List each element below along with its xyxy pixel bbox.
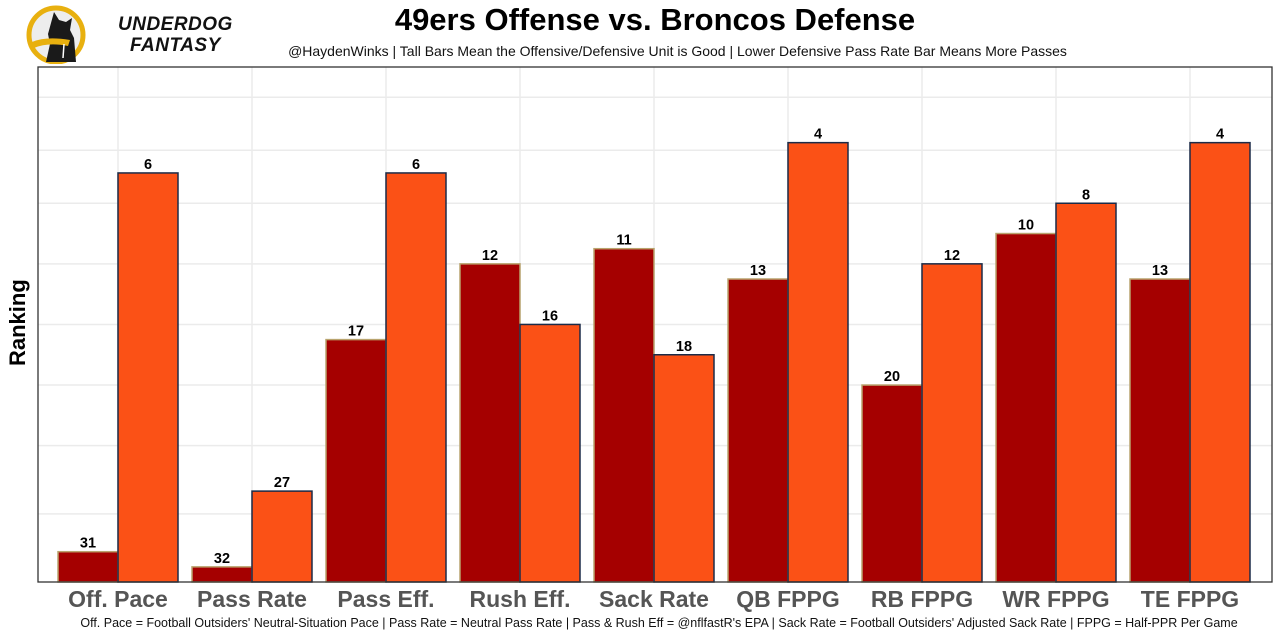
offense-value-label: 17 bbox=[348, 324, 364, 340]
defense-bar bbox=[1055, 202, 1117, 583]
x-tick-label: Off. Pace bbox=[68, 586, 168, 612]
defense-value-label: 4 bbox=[814, 127, 822, 143]
defense-value-label: 4 bbox=[1216, 127, 1224, 143]
x-tick-label: Pass Eff. bbox=[337, 586, 434, 612]
bars bbox=[57, 141, 1251, 583]
defense-value-label: 27 bbox=[274, 475, 290, 491]
offense-value-label: 10 bbox=[1018, 218, 1034, 234]
underdog-fantasy-logo: UNDERDOG FANTASY bbox=[26, 4, 286, 65]
x-tick-label: Pass Rate bbox=[197, 586, 307, 612]
chart-title: 49ers Offense vs. Broncos Defense bbox=[394, 2, 916, 37]
offense-bar bbox=[325, 338, 387, 583]
x-axis-ticks: Off. Pace Pass Rate Pass Eff. Rush Eff. Sack… bbox=[68, 586, 1239, 612]
defense-bar bbox=[251, 490, 313, 583]
defense-bar bbox=[653, 354, 715, 583]
defense-value-label: 18 bbox=[676, 339, 692, 355]
logo-line-1: UNDERDOG bbox=[118, 14, 233, 35]
offense-value-label: 20 bbox=[884, 369, 900, 385]
offense-value-label: 13 bbox=[750, 263, 766, 279]
defense-bar bbox=[519, 323, 581, 583]
defense-value-label: 6 bbox=[144, 157, 152, 173]
logo-wordmark: UNDERDOG FANTASY bbox=[118, 14, 233, 56]
defense-value-label: 12 bbox=[944, 248, 960, 264]
offense-bar bbox=[727, 278, 789, 583]
logo-line-2: FANTASY bbox=[130, 35, 221, 56]
x-tick-label: WR FPPG bbox=[1002, 586, 1109, 612]
footer-note: Off. Pace = Football Outsiders' Neutral-… bbox=[80, 616, 1238, 630]
defense-bar bbox=[385, 172, 447, 583]
offense-value-label: 13 bbox=[1152, 263, 1168, 279]
offense-bar bbox=[593, 247, 655, 583]
defense-bar bbox=[787, 141, 849, 583]
offense-value-label: 12 bbox=[482, 248, 498, 264]
offense-bar bbox=[191, 566, 253, 583]
defense-value-label: 6 bbox=[412, 157, 420, 173]
offense-value-label: 31 bbox=[80, 536, 96, 552]
x-tick-label: RB FPPG bbox=[871, 586, 973, 612]
defense-value-label: 8 bbox=[1082, 187, 1090, 203]
defense-bar bbox=[117, 172, 179, 583]
defense-bar bbox=[1189, 141, 1251, 583]
chart-subtitle: @HaydenWinks | Tall Bars Mean the Offens… bbox=[288, 43, 1067, 59]
offense-bar bbox=[1129, 278, 1191, 583]
x-tick-label: Sack Rate bbox=[599, 586, 709, 612]
value-labels: 31 6 32 27 17 6 12 16 11 18 13 4 20 12 10 8 13 4 bbox=[80, 127, 1224, 567]
x-tick-label: QB FPPG bbox=[736, 586, 840, 612]
offense-bar bbox=[861, 384, 923, 583]
x-tick-label: TE FPPG bbox=[1141, 586, 1239, 612]
offense-bar bbox=[459, 263, 521, 583]
offense-bar bbox=[57, 550, 119, 583]
plot-border bbox=[37, 66, 1273, 583]
x-tick-label: Rush Eff. bbox=[470, 586, 571, 612]
dog-silhouette-icon bbox=[26, 5, 86, 65]
defense-bar bbox=[921, 263, 983, 583]
defense-value-label: 16 bbox=[542, 308, 558, 324]
offense-value-label: 11 bbox=[616, 233, 631, 249]
offense-value-label: 32 bbox=[214, 551, 230, 567]
offense-bar bbox=[995, 232, 1057, 583]
